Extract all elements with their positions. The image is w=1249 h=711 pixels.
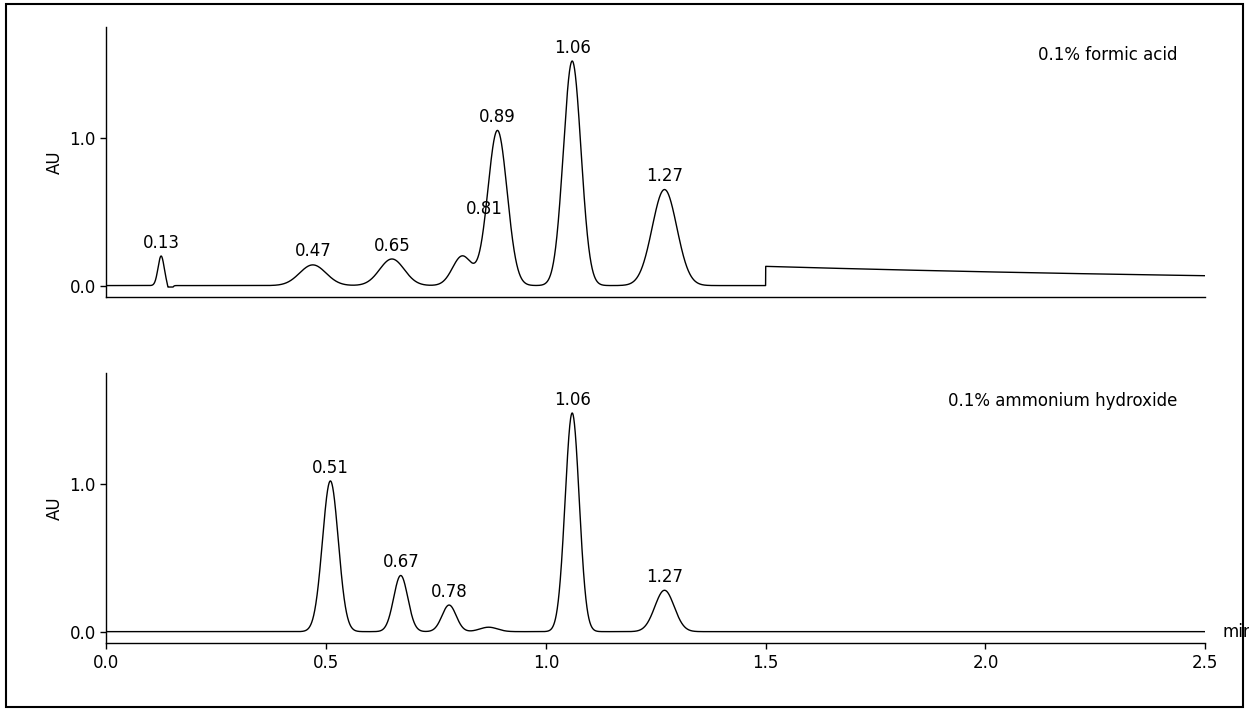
Text: 0.47: 0.47 [295, 242, 331, 260]
Text: 1.06: 1.06 [553, 38, 591, 57]
Text: 0.13: 0.13 [142, 234, 180, 252]
Text: 0.78: 0.78 [431, 582, 467, 601]
Text: 1.27: 1.27 [646, 568, 683, 586]
Text: 1.27: 1.27 [646, 167, 683, 185]
Text: 0.67: 0.67 [382, 553, 420, 571]
Text: min: min [1223, 623, 1249, 641]
Text: 0.89: 0.89 [480, 108, 516, 126]
Text: 1.06: 1.06 [553, 390, 591, 409]
Text: 0.1% ammonium hydroxide: 0.1% ammonium hydroxide [948, 392, 1178, 410]
Text: 0.1% formic acid: 0.1% formic acid [1038, 46, 1178, 64]
Text: 0.81: 0.81 [466, 201, 502, 218]
Text: 0.51: 0.51 [312, 459, 348, 476]
Y-axis label: AU: AU [46, 496, 64, 520]
Text: 0.65: 0.65 [373, 237, 411, 255]
Y-axis label: AU: AU [46, 151, 64, 174]
